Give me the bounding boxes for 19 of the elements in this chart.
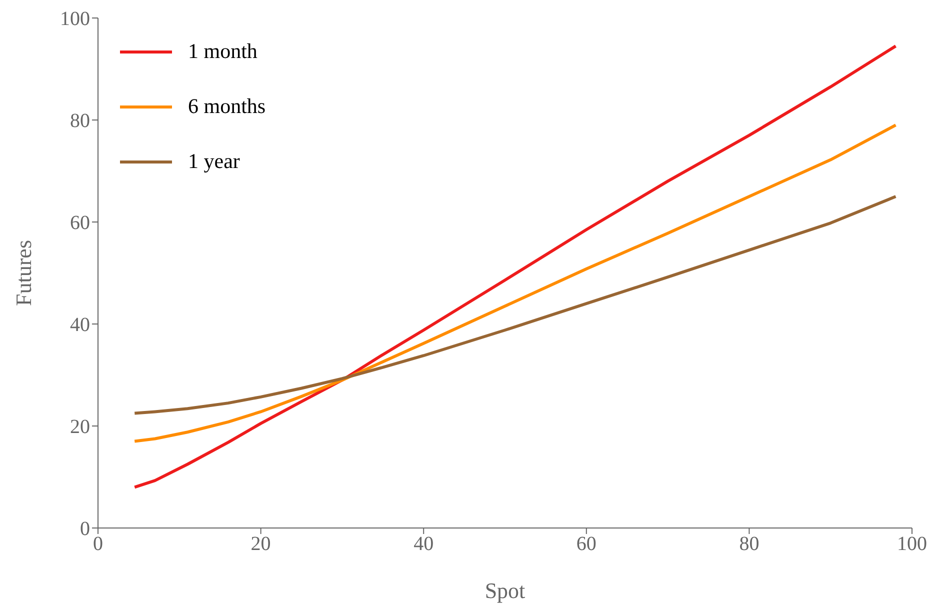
x-tick-label: 60 [576, 533, 596, 556]
y-axis-title: Futures [10, 240, 36, 306]
y-tick-label: 100 [60, 8, 90, 30]
y-tick-label: 20 [70, 416, 90, 438]
line-series [133, 44, 898, 489]
x-tick-label: 80 [739, 533, 760, 556]
legend-label: 6 months [188, 94, 266, 119]
y-tick-label: 60 [70, 212, 90, 234]
y-tick-label: 40 [70, 314, 90, 336]
y-tick-label: 0 [80, 518, 90, 540]
y-tick-label: 80 [70, 110, 90, 132]
line-series [133, 124, 898, 443]
legend-label: 1 year [188, 149, 240, 174]
line-series [133, 195, 898, 415]
legend-label: 1 month [188, 39, 258, 64]
x-axis-title: Spot [484, 578, 526, 603]
x-tick-label: 40 [414, 533, 434, 556]
x-tick-label: 100 [897, 533, 927, 556]
x-tick-label: 20 [250, 533, 271, 556]
